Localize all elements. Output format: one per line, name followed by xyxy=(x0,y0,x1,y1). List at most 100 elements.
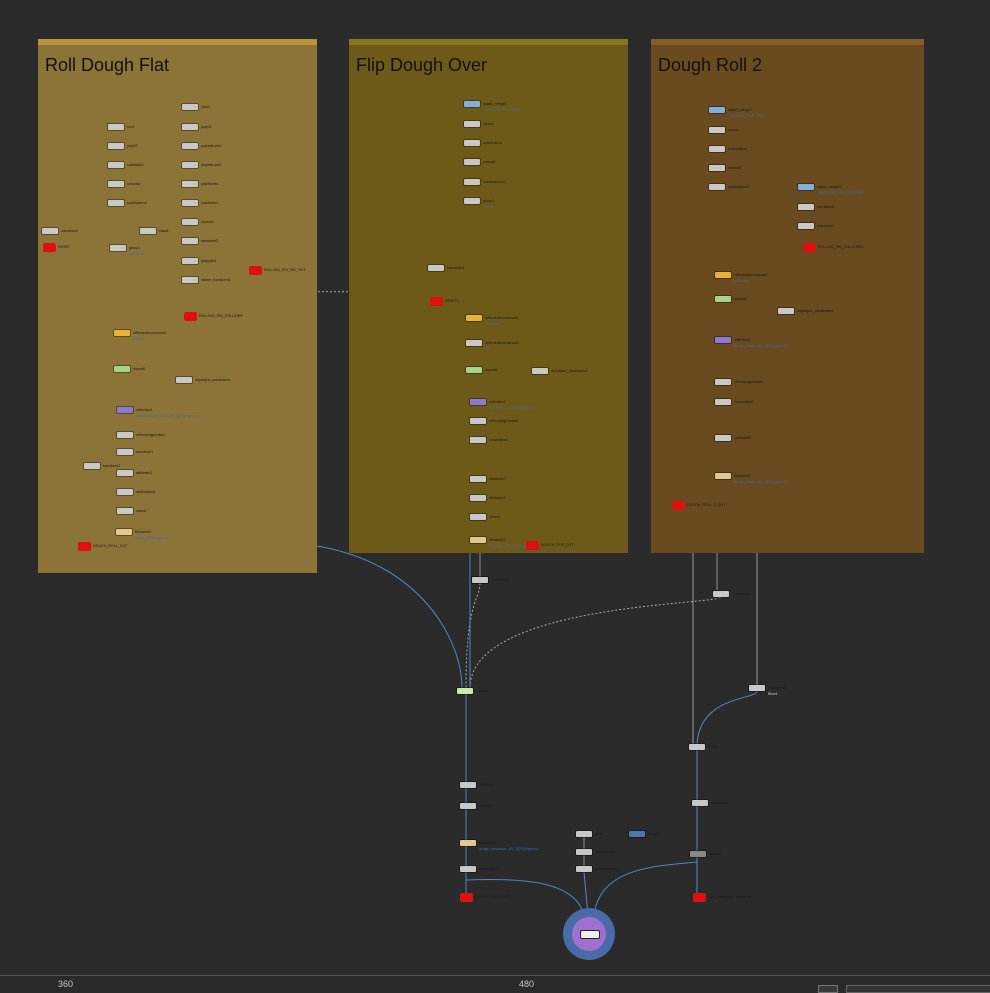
network-box-titlebar[interactable] xyxy=(651,39,924,45)
node-blast1[interactable] xyxy=(689,744,705,750)
node-reflectpolypredict1[interactable] xyxy=(117,432,133,438)
node-reflection2[interactable] xyxy=(470,399,486,405)
null-node-icon[interactable] xyxy=(43,243,56,252)
node-timeblend1[interactable] xyxy=(798,204,814,210)
node-tube1[interactable] xyxy=(176,377,192,383)
node-subdivide1[interactable] xyxy=(108,162,124,168)
node-label: reflectpolypredict3 xyxy=(734,380,764,384)
node-switch1[interactable] xyxy=(457,688,473,694)
node-convertline2[interactable] xyxy=(715,399,731,405)
network-box-titlebar[interactable] xyxy=(349,39,628,45)
node-normal2[interactable] xyxy=(464,159,480,165)
node-attribblur1[interactable] xyxy=(460,782,476,788)
node-merge1[interactable] xyxy=(629,831,645,837)
node-filecache1[interactable] xyxy=(116,529,132,535)
node-reflection1[interactable] xyxy=(117,407,133,413)
node-filecache4[interactable] xyxy=(460,840,476,846)
node-polyextrude2[interactable] xyxy=(182,162,198,168)
node-clean1[interactable] xyxy=(117,508,133,514)
null-node-icon[interactable] xyxy=(672,501,685,510)
node-switch2[interactable] xyxy=(690,851,706,857)
null-node-icon[interactable] xyxy=(249,266,262,275)
node-transform4[interactable] xyxy=(428,265,444,271)
node-convertline1[interactable] xyxy=(464,140,480,146)
node-transform2[interactable] xyxy=(84,463,100,469)
node-poly00[interactable] xyxy=(108,143,124,149)
node-object_merge1[interactable] xyxy=(464,101,480,107)
node-dopnet1[interactable] xyxy=(114,366,130,372)
node-reflectpolypredict2[interactable] xyxy=(470,418,486,424)
node-attribsfer3[interactable] xyxy=(470,495,486,501)
node-label: subdivide1 xyxy=(201,201,219,205)
node-polyextrude1[interactable] xyxy=(182,143,198,149)
node-tube1[interactable] xyxy=(182,104,198,110)
node-subdivide8[interactable] xyxy=(715,435,731,441)
node-transform4[interactable] xyxy=(692,800,708,806)
node-dopobject_constraints1[interactable] xyxy=(532,368,548,374)
null-node-icon[interactable] xyxy=(803,243,816,252)
null-node-icon[interactable] xyxy=(430,297,443,306)
node-timeblend2[interactable] xyxy=(713,591,729,597)
node-unnamed[interactable] xyxy=(472,577,488,583)
timeline-range-field[interactable] xyxy=(846,985,990,993)
node-attribadjust1[interactable] xyxy=(117,489,133,495)
node-convertline1[interactable] xyxy=(470,437,486,443)
network-box-flip-dough-over[interactable]: Flip Dough Over xyxy=(349,39,628,553)
node-polypath1[interactable] xyxy=(182,258,198,264)
node-polyextrude3[interactable] xyxy=(576,849,592,855)
node-blast1[interactable] xyxy=(140,228,156,234)
node-subdivideroll[interactable] xyxy=(108,200,124,206)
null-node-icon[interactable] xyxy=(184,312,197,321)
node-reflection3[interactable] xyxy=(715,337,731,343)
node-subdivideroll2[interactable] xyxy=(709,184,725,190)
node-reflectedreconstruct1[interactable] xyxy=(466,315,482,321)
node-clean3[interactable] xyxy=(470,514,486,520)
node-box1[interactable] xyxy=(108,124,124,130)
node-reflectpolypredict3[interactable] xyxy=(715,379,731,385)
node-subdivideroll1[interactable] xyxy=(464,179,480,185)
node-group1[interactable] xyxy=(110,245,126,251)
network-box-titlebar[interactable] xyxy=(38,39,317,45)
node-polyframe1[interactable] xyxy=(182,181,198,187)
node-subdivide7[interactable] xyxy=(470,476,486,482)
null-node-icon[interactable] xyxy=(460,893,473,902)
node-object_merge2[interactable] xyxy=(709,107,725,113)
null-node-icon[interactable] xyxy=(693,893,706,902)
null-node-icon[interactable] xyxy=(78,542,91,551)
node-filecache3[interactable] xyxy=(715,473,731,479)
node-transform1[interactable] xyxy=(117,449,133,455)
node-attribsfer1[interactable] xyxy=(117,470,133,476)
node-transform3[interactable] xyxy=(182,238,198,244)
network-box-roll-dough-flat[interactable]: Roll Dough Flat xyxy=(38,39,317,573)
node-transform1[interactable] xyxy=(798,223,814,229)
node-dopobject_constraints2[interactable] xyxy=(778,308,794,314)
node-clean1[interactable] xyxy=(464,121,480,127)
node-polytransform1[interactable] xyxy=(576,866,592,872)
node-transform2[interactable] xyxy=(42,228,58,234)
node-rubber_transform1[interactable] xyxy=(182,277,198,283)
network-box-dough-roll-2[interactable]: Dough Roll 2 xyxy=(651,39,924,553)
node-normal1[interactable] xyxy=(182,219,198,225)
node-subdivide1[interactable] xyxy=(182,200,198,206)
node-grid1[interactable] xyxy=(576,831,592,837)
node-group1[interactable] xyxy=(464,198,480,204)
node-convertline1[interactable] xyxy=(709,146,725,152)
node-normal3[interactable] xyxy=(709,165,725,171)
node-object_merge3[interactable] xyxy=(798,184,814,190)
node-normal4[interactable] xyxy=(460,803,476,809)
node-label: object_merge1 xyxy=(483,102,507,106)
node-dopnet2[interactable] xyxy=(466,367,482,373)
node-reflectedreconstruct2[interactable] xyxy=(466,340,482,346)
node-convertline3[interactable] xyxy=(460,866,476,872)
node-dopnet3[interactable] xyxy=(715,296,731,302)
timeline-scroll-handle[interactable] xyxy=(818,985,838,993)
node-filecache2[interactable] xyxy=(470,537,486,543)
node-reflectedreconstruct1[interactable] xyxy=(114,330,130,336)
node-clean1[interactable] xyxy=(709,127,725,133)
node-timeblend3[interactable] xyxy=(749,685,765,691)
node-smooth1[interactable] xyxy=(108,181,124,187)
node-poly00[interactable] xyxy=(182,124,198,130)
timeline-bar[interactable]: 360 480 xyxy=(0,975,990,993)
null-node-icon[interactable] xyxy=(526,541,539,550)
node-reflectedreconstruct3[interactable] xyxy=(715,272,731,278)
